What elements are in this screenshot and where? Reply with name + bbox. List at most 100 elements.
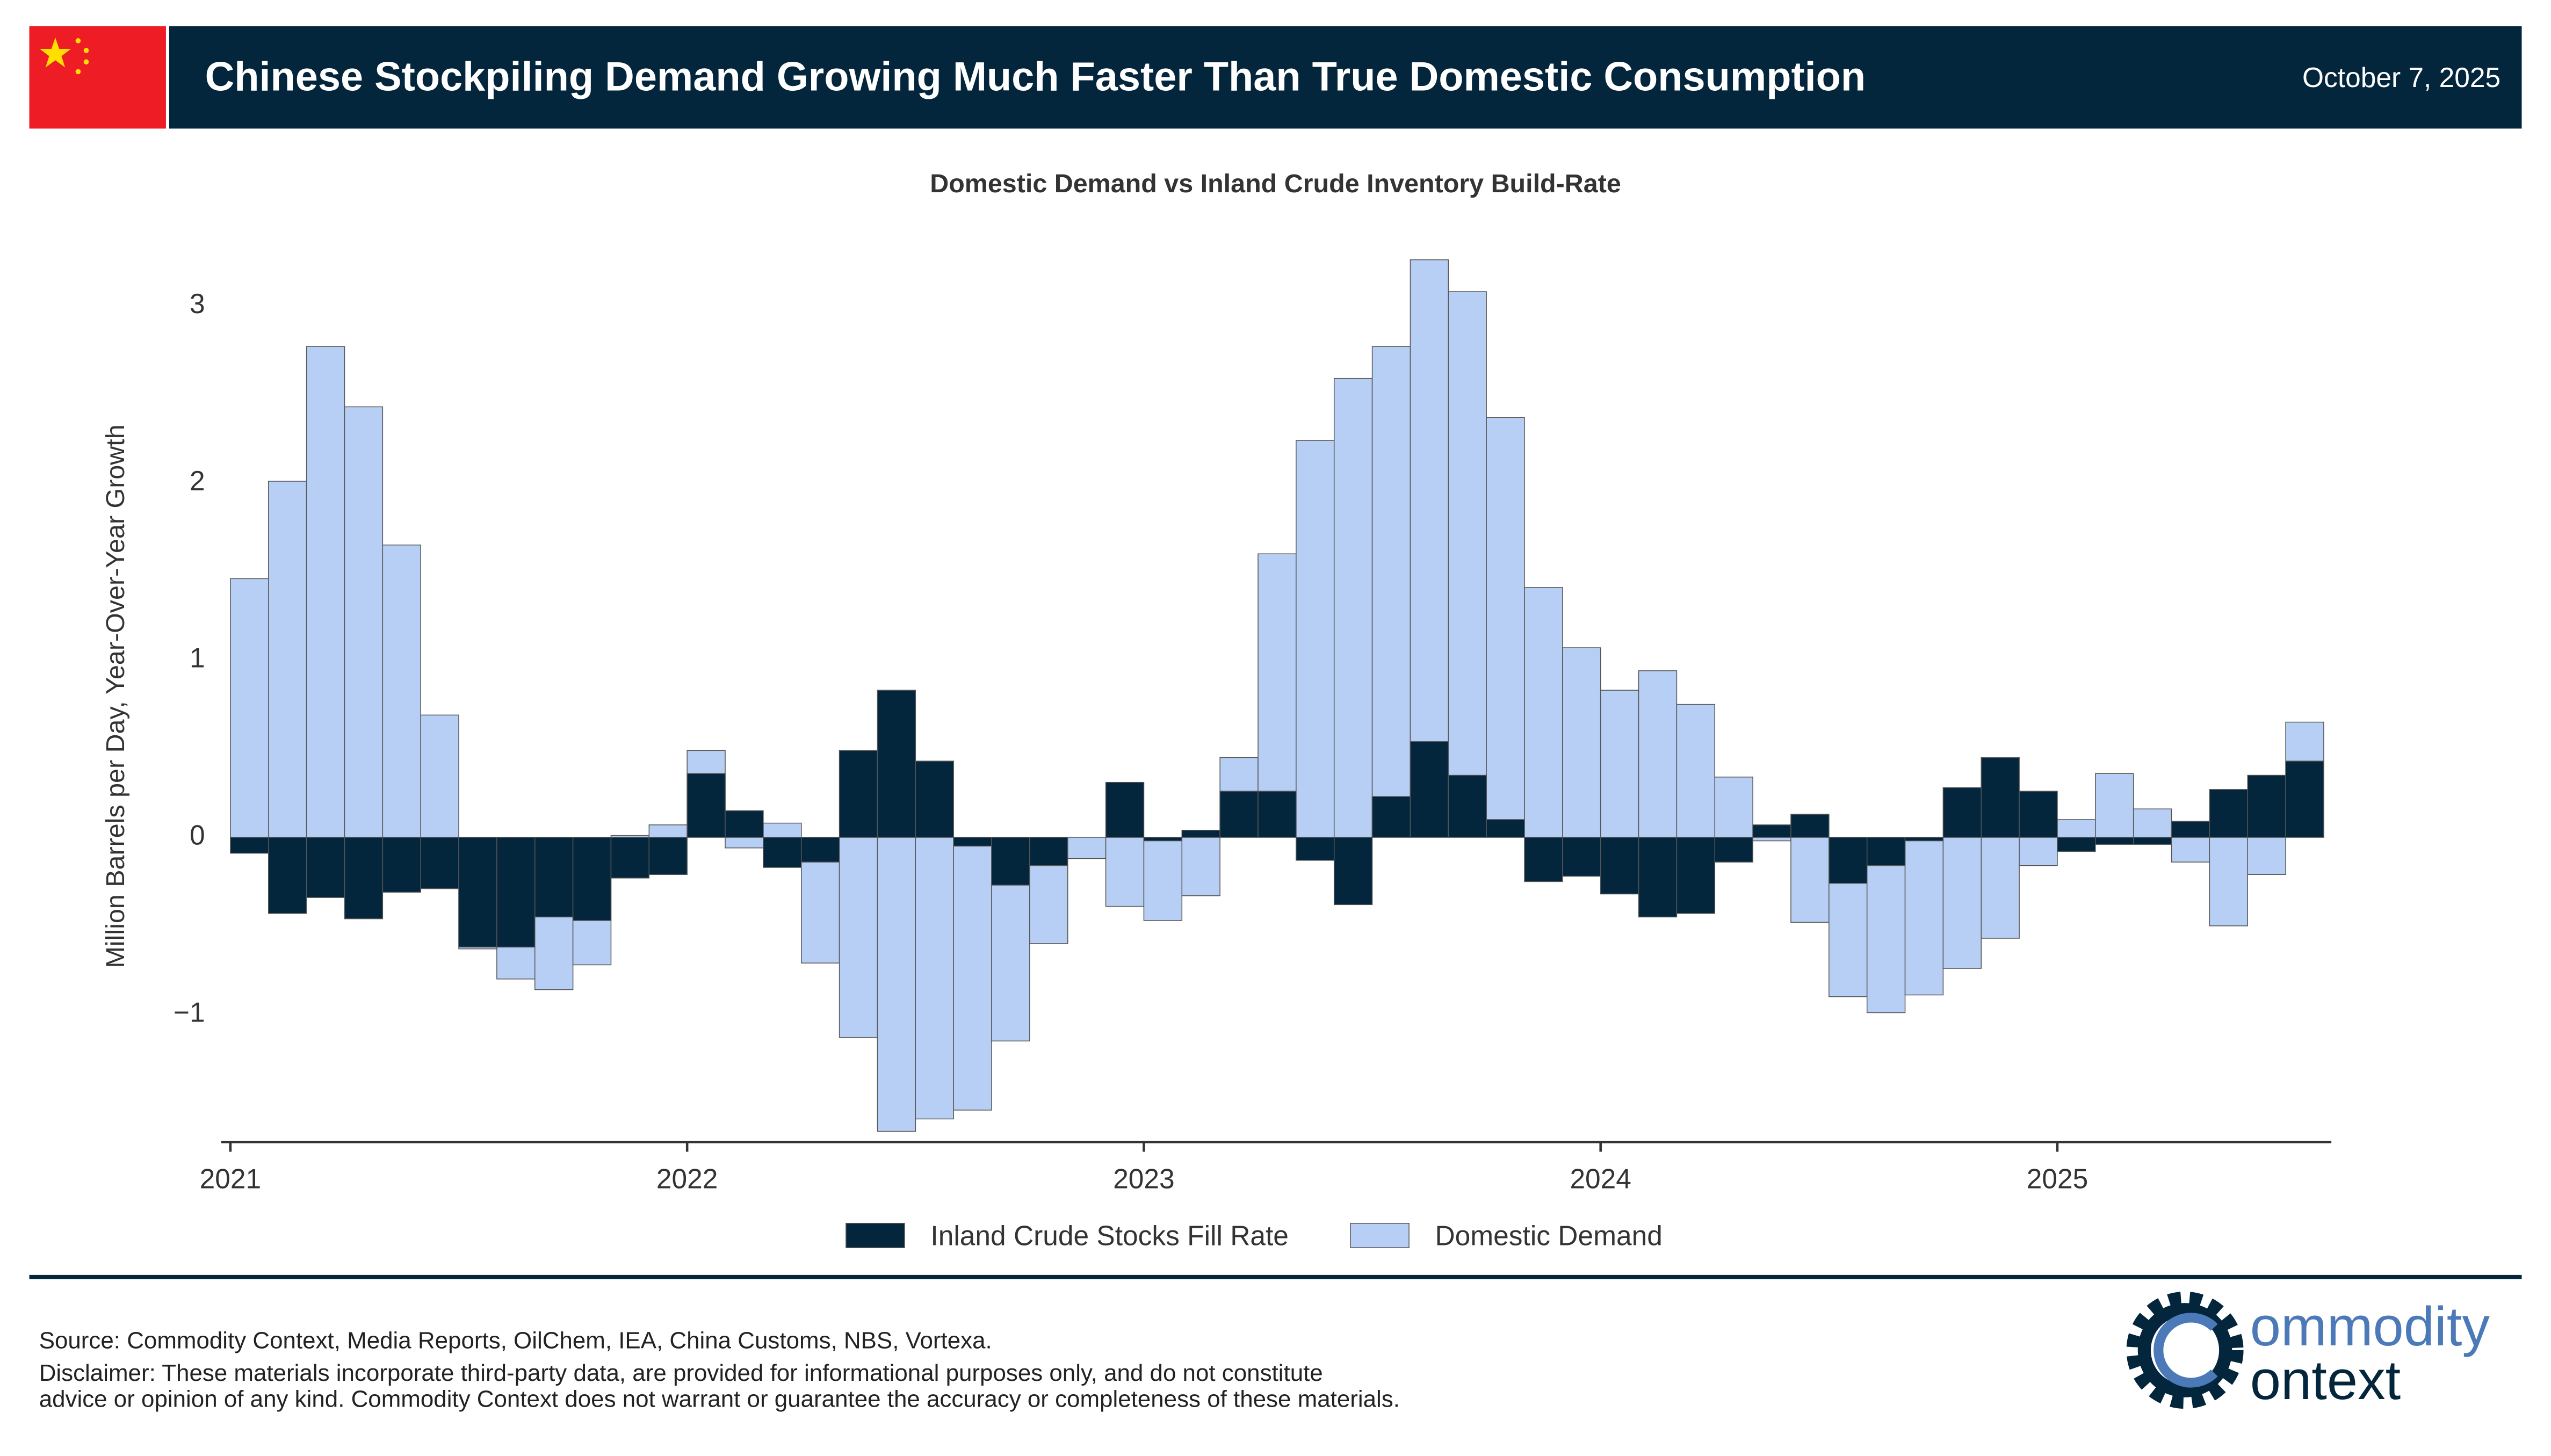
y-tick-label: 3 — [190, 288, 205, 319]
bar — [382, 837, 421, 893]
bar — [306, 346, 345, 838]
disclaimer: advice or opinion of any kind. Commodity… — [39, 1386, 1400, 1412]
bar — [1676, 704, 1716, 838]
bar — [1752, 824, 1791, 838]
bar — [1562, 647, 1601, 838]
logo-text: ontext — [2250, 1349, 2401, 1411]
bar — [1714, 777, 1753, 838]
bar — [1333, 378, 1373, 838]
bar — [2247, 837, 2286, 875]
bar — [1942, 787, 1982, 838]
bar — [1296, 440, 1335, 838]
flag-stars — [39, 37, 89, 75]
bar — [1105, 781, 1145, 838]
bar — [725, 810, 764, 838]
bar — [2133, 837, 2172, 845]
bar — [725, 837, 764, 849]
bar — [877, 690, 916, 838]
bar — [1143, 837, 1183, 921]
bar — [1258, 553, 1297, 838]
bar — [953, 837, 992, 1111]
bar — [1866, 837, 1906, 866]
bar — [915, 837, 954, 1120]
flag — [29, 26, 166, 129]
bar — [1600, 690, 1639, 838]
bar — [991, 837, 1030, 886]
bar — [1448, 291, 1487, 838]
bar — [1752, 837, 1791, 842]
y-axis-label: Million Barrels per Day, Year-Over-Year … — [101, 424, 130, 968]
bar — [344, 837, 384, 919]
bar — [2171, 821, 2210, 838]
bar — [1410, 741, 1449, 838]
bar — [2209, 837, 2249, 926]
bar — [2095, 837, 2134, 845]
bar — [382, 544, 421, 838]
bar — [1371, 796, 1411, 838]
bar — [2247, 774, 2286, 838]
bar — [1410, 259, 1449, 838]
bar — [1981, 837, 2020, 939]
bar — [496, 837, 536, 948]
bar — [1562, 837, 1601, 877]
disclaimer: Disclaimer: These materials incorporate … — [39, 1360, 1323, 1386]
bar — [1904, 837, 1944, 842]
bar — [839, 750, 878, 838]
bar — [2209, 789, 2249, 838]
bar — [1714, 837, 1753, 863]
bar — [648, 824, 688, 838]
bar — [458, 837, 497, 948]
bar — [1524, 837, 1563, 882]
bar — [1181, 837, 1220, 896]
source: Source: Commodity Context, Media Reports… — [39, 1327, 992, 1353]
bar — [1296, 837, 1335, 861]
bar — [572, 837, 612, 921]
bar — [1524, 587, 1563, 838]
bar — [2019, 837, 2058, 866]
bar — [1638, 670, 1678, 838]
x-tick-label: 2025 — [2027, 1163, 2089, 1194]
bar — [2019, 791, 2058, 838]
bar — [2057, 819, 2096, 838]
x-tick-label: 2023 — [1113, 1163, 1175, 1194]
bar — [1258, 791, 1297, 838]
bar — [953, 837, 992, 847]
bar — [1638, 837, 1678, 918]
bar — [1866, 837, 1906, 1013]
bar — [877, 837, 916, 1132]
bar — [2057, 837, 2096, 852]
legend-swatch — [845, 1222, 905, 1248]
bar — [2171, 837, 2210, 863]
bar — [230, 578, 269, 838]
bar — [1829, 837, 1868, 884]
bar — [306, 837, 345, 898]
bar — [1600, 837, 1639, 895]
y-tick-label: 2 — [190, 465, 205, 496]
chart-title: Domestic Demand vs Inland Crude Inventor… — [930, 169, 1621, 198]
bar — [420, 837, 459, 889]
bar — [230, 837, 269, 854]
bar — [1904, 837, 1944, 996]
bar — [686, 773, 726, 838]
y-tick-label: 0 — [190, 820, 205, 851]
bar — [534, 837, 574, 918]
bar — [1067, 837, 1107, 859]
x-tick-label: 2024 — [1570, 1163, 1631, 1194]
bar — [1448, 774, 1487, 838]
legend-swatch — [1350, 1222, 1410, 1248]
bar — [344, 406, 384, 838]
bar — [1219, 791, 1259, 838]
y-tick-label: 1 — [190, 642, 205, 673]
bar — [1676, 837, 1716, 914]
bar — [1181, 830, 1220, 838]
y-tick-label: −1 — [174, 996, 205, 1027]
bar — [763, 822, 802, 838]
bar — [2095, 773, 2134, 838]
bar — [1790, 814, 1830, 838]
date: October 7, 2025 — [2302, 62, 2501, 93]
bar — [1371, 346, 1411, 838]
legend-label: Inland Crude Stocks Fill Rate — [930, 1220, 1289, 1251]
bar — [610, 837, 650, 879]
page-title: Chinese Stockpiling Demand Growing Much … — [205, 54, 1866, 100]
